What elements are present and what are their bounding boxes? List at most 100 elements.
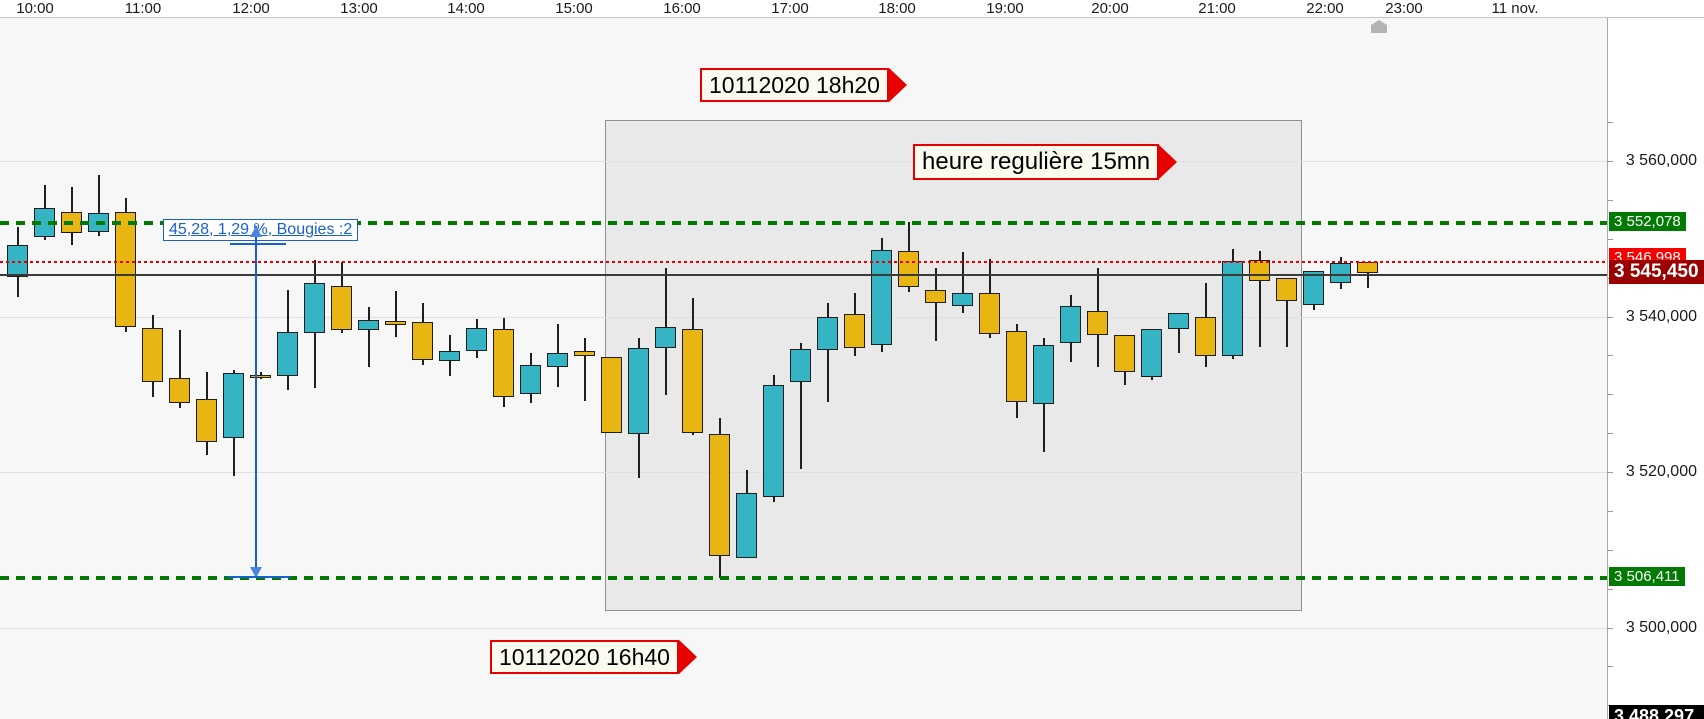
- candle: [1087, 311, 1108, 336]
- candle: [709, 433, 730, 556]
- time-label: 18:00: [878, 0, 916, 17]
- callout-regular-hours-text: heure regulière 15mn: [922, 148, 1151, 175]
- price-axis-label: 3 540,000: [1625, 307, 1697, 325]
- candle: [682, 328, 703, 434]
- candle-wick: [961, 251, 964, 314]
- candle: [196, 398, 217, 442]
- candle-wick: [1258, 251, 1261, 347]
- candle-wick: [826, 303, 829, 403]
- price-axis-tick: [1608, 510, 1613, 512]
- price-axis-tick: [1608, 549, 1613, 551]
- candle: [520, 364, 541, 395]
- candle: [628, 348, 649, 434]
- time-label: 11 nov.: [1491, 0, 1539, 17]
- level-line-red-dotted: [0, 261, 1607, 264]
- time-label: 14:00: [447, 0, 485, 17]
- gridline-h: [0, 161, 1607, 162]
- price-tag-last-price: 3 545,450: [1609, 260, 1704, 284]
- candle: [304, 283, 325, 333]
- callout-1820-text: 10112020 18h20: [709, 71, 880, 98]
- candle: [790, 349, 811, 382]
- plot-area[interactable]: 45,28, 1,29 %, Bougies :2 10112020 18h20…: [0, 18, 1607, 719]
- candle: [277, 332, 298, 376]
- callout-1640[interactable]: 10112020 16h40: [490, 640, 697, 674]
- callout-arrow-icon: [678, 640, 697, 674]
- time-label: 13:00: [340, 0, 378, 17]
- gridline-h: [0, 627, 1607, 629]
- time-label: 19:00: [986, 0, 1024, 17]
- price-axis-tick: [1608, 161, 1613, 162]
- price-axis-tick: [1608, 199, 1613, 201]
- last-price-line: [0, 274, 1607, 277]
- measure-top-segment: [230, 243, 286, 245]
- candle: [871, 250, 892, 346]
- candle-wick: [1285, 277, 1288, 347]
- candle: [736, 492, 757, 559]
- time-label: 15:00: [555, 0, 593, 17]
- candle: [142, 328, 163, 382]
- candle: [925, 290, 946, 304]
- price-tag-upper-green: 3 552,078: [1609, 212, 1686, 231]
- price-axis-tick: [1608, 238, 1613, 240]
- gridline-h: [0, 472, 1607, 473]
- price-tag-lower-green: 3 506,411: [1609, 567, 1685, 586]
- candle: [1276, 277, 1297, 301]
- level-line-green-dashed[interactable]: [0, 575, 1607, 580]
- time-label: 17:00: [771, 0, 809, 17]
- candle: [412, 321, 433, 361]
- candle-wick: [97, 174, 100, 237]
- candle: [763, 384, 784, 497]
- callout-arrow-icon: [888, 68, 907, 102]
- candle: [1141, 328, 1162, 378]
- candle: [1006, 331, 1027, 403]
- candle-wick: [1177, 313, 1180, 354]
- candle: [331, 286, 352, 330]
- price-axis-tick: [1608, 433, 1613, 435]
- level-line-green-dashed[interactable]: [0, 220, 1607, 225]
- candle: [1114, 335, 1135, 372]
- candle-wick: [394, 290, 397, 337]
- candle-wick: [367, 307, 370, 368]
- price-axis-tick: [1608, 588, 1613, 590]
- price-axis-tick: [1608, 122, 1613, 124]
- candle: [1330, 262, 1351, 284]
- measure-bottom-segment: [227, 576, 291, 578]
- price-axis-label: 3 560,000: [1625, 152, 1697, 169]
- time-label: 12:00: [232, 0, 270, 17]
- candle: [898, 251, 919, 287]
- candle: [574, 351, 595, 357]
- price-axis[interactable]: 3 560,000 3 540,000 3 520,000 3 500,000 3 5…: [1607, 0, 1704, 719]
- time-marker-icon[interactable]: [1371, 20, 1387, 33]
- callout-regular-hours[interactable]: heure regulière 15mn: [913, 144, 1178, 180]
- candle: [952, 293, 973, 307]
- candle-wick: [934, 268, 937, 342]
- candle: [817, 317, 838, 350]
- candle: [1033, 345, 1054, 405]
- measure-arrow-up-icon: [250, 226, 262, 237]
- time-label: 11:00: [124, 0, 162, 17]
- candle: [169, 377, 190, 403]
- candle: [1357, 262, 1378, 273]
- price-axis-tick: [1608, 394, 1613, 396]
- candle: [466, 328, 487, 352]
- time-axis[interactable]: 10:00 11:00 12:00 13:00 14:00 15:00 16:00 17:00…: [0, 0, 1704, 18]
- measure-vertical-line[interactable]: [255, 226, 257, 578]
- candle: [655, 327, 676, 349]
- candle: [1195, 316, 1216, 357]
- price-axis-tick: [1608, 355, 1613, 357]
- candle: [7, 244, 28, 277]
- candle: [493, 328, 514, 397]
- candle: [1168, 313, 1189, 329]
- time-label: 10:00: [16, 0, 54, 17]
- candle-wick: [583, 338, 586, 402]
- candle: [1303, 270, 1324, 305]
- candle: [547, 353, 568, 368]
- measure-arrow-down-icon: [250, 567, 262, 578]
- candle: [439, 351, 460, 361]
- candle: [250, 374, 271, 378]
- candle-wick: [799, 342, 802, 469]
- callout-1820[interactable]: 10112020 18h20: [700, 68, 907, 102]
- candle: [979, 293, 1000, 334]
- candle: [358, 320, 379, 330]
